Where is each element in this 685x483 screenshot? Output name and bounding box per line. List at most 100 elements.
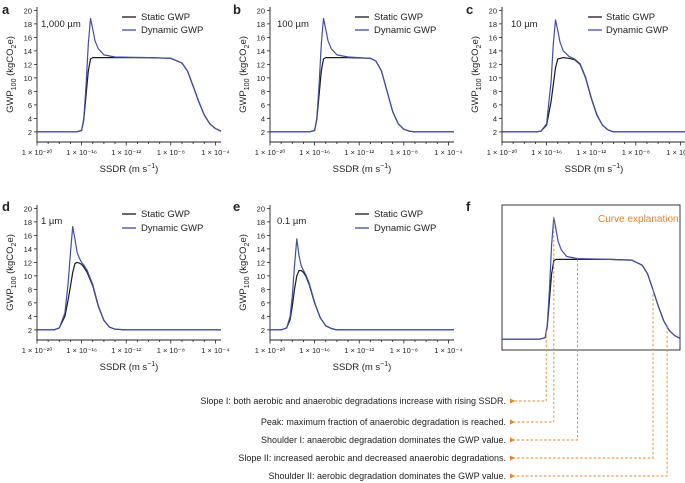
leader-arrow-5 (510, 473, 515, 479)
panel-a-dynamic-gwp-line (37, 17, 222, 133)
legend-e: Static GWP Dynamic GWP (355, 209, 436, 234)
panel-e-xtick-label: 1 × 10⁻⁴ (434, 346, 462, 355)
panel-e-ytick-label: 8 (261, 285, 265, 294)
explanation-slope-1: Slope I: both aerobic and anaerobic degr… (200, 396, 506, 406)
panel-d-xtick-label: 1 × 10⁻²⁰ (22, 346, 53, 355)
legend-a-dynamic: Dynamic GWP (141, 25, 203, 36)
panel-c-ytick-label: 16 (489, 33, 497, 42)
panel-c-ytick-label: 10 (489, 74, 497, 83)
panel-b-ytick-label: 18 (257, 20, 265, 29)
panel-d-xtick-label: 1 × 10⁻¹² (111, 346, 142, 355)
panel-a-xtick-label: 1 × 10⁻¹² (111, 148, 142, 157)
panel-b-ytick-label: 10 (257, 74, 265, 83)
panel-b-xtick-label: 1 × 10⁻¹⁶ (299, 148, 330, 157)
leader-arrow-1 (510, 398, 515, 404)
panel-b-ylabel: GWP100 (kgCO2e) (238, 36, 251, 113)
legend-e-static: Static GWP (374, 209, 423, 220)
panel-c-size-label: 10 µm (511, 19, 538, 30)
panel-c-ytick-label: 14 (489, 47, 497, 56)
panel-c-dynamic-gwp-line (502, 19, 685, 133)
leader-line-2 (511, 217, 555, 423)
panel-b-ytick-label: 20 (257, 6, 265, 15)
panel-e-ytick-label: 14 (257, 245, 265, 254)
panel-b-ytick-label: 2 (261, 128, 265, 137)
panel-a-static-gwp-line (37, 57, 222, 133)
panel-d-ytick-label: 8 (28, 285, 32, 294)
panel-e-xlabel: SSDR (m s−1) (333, 361, 392, 373)
panel-b-ytick-label: 14 (257, 47, 265, 56)
panel-d-xlabel: SSDR (m s−1) (100, 361, 159, 373)
panel-label-d: d (2, 199, 10, 214)
panel-a-ytick-label: 20 (24, 6, 32, 15)
panel-c-xtick-label: 1 × 10⁻¹² (576, 148, 607, 157)
panel-c-ytick-label: 2 (493, 128, 497, 137)
panel-a-xlabel: SSDR (m s−1) (100, 163, 159, 175)
panel-e-xtick-label: 1 × 10⁻²⁰ (255, 346, 286, 355)
panel-e-dynamic-gwp-line (270, 238, 454, 331)
legend-c-static: Static GWP (606, 12, 655, 23)
panel-c-ytick-label: 18 (489, 20, 497, 29)
explanation-peak: Peak: maximum fraction of anaerobic degr… (261, 417, 506, 427)
panel-c-xtick-label: 1 × 10⁻¹⁶ (531, 148, 562, 157)
panel-e-ytick-label: 2 (261, 326, 265, 335)
panel-d-dynamic-gwp-line (37, 226, 221, 331)
panel-d-ytick-label: 12 (24, 258, 32, 267)
panel-a-ytick-label: 4 (28, 114, 32, 123)
panel-d-ytick-label: 10 (24, 272, 32, 281)
panel-a-xtick-label: 1 × 10⁻⁴ (201, 148, 229, 157)
panel-d-ylabel: GWP100 (kgCO2e) (5, 234, 18, 311)
panel-e-xtick-label: 1 × 10⁻¹² (344, 346, 375, 355)
panel-b-size-label: 100 µm (277, 19, 309, 30)
leader-line-5 (511, 326, 668, 477)
leader-line-3 (511, 259, 578, 441)
panel-b-xlabel: SSDR (m s−1) (333, 163, 392, 175)
leader-arrow-3 (510, 437, 515, 443)
panel-e-ytick-label: 12 (257, 258, 265, 267)
panel-b-ytick-label: 16 (257, 33, 265, 42)
panel-a-xtick-label: 1 × 10⁻⁸ (157, 148, 185, 157)
leader-arrow-4 (510, 455, 515, 461)
legend-b-static: Static GWP (374, 12, 423, 23)
legend-c: Static GWP Dynamic GWP (588, 12, 668, 36)
panel-b-ytick-label: 6 (261, 101, 265, 110)
panel-label-b: b (233, 2, 241, 17)
panel-b-static-gwp-line (270, 57, 454, 133)
panel-c-ytick-label: 20 (489, 6, 497, 15)
legend-d-dynamic: Dynamic GWP (141, 223, 203, 234)
legend-c-dynamic: Dynamic GWP (606, 25, 668, 36)
panel-c-xlabel: SSDR (m s−1) (565, 163, 624, 175)
panel-a-size-label: 1,000 µm (41, 19, 81, 30)
explanation-shoulder-2: Shoulder II: aerobic degradation dominat… (269, 471, 506, 481)
plot-panel-a: 1 × 10⁻²⁰ 1 × 10⁻¹⁶ 1 × 10⁻¹² 1 × 10⁻⁸ 1 × 1… (5, 6, 230, 175)
panel-c-ytick-label: 6 (493, 101, 497, 110)
panel-e-ytick-label: 20 (257, 204, 265, 213)
panel-label-a: a (2, 2, 10, 17)
panel-e-static-gwp-line (270, 269, 454, 331)
panel-a-ytick-label: 16 (24, 33, 32, 42)
plot-panel-d: 1 × 10⁻²⁰ 1 × 10⁻¹⁶ 1 × 10⁻¹² 1 × 10⁻⁸ 1 × 1… (5, 204, 230, 373)
plot-panel-e: 1 × 10⁻²⁰ 1 × 10⁻¹⁶ 1 × 10⁻¹² 1 × 10⁻⁸ 1 × 1… (238, 204, 463, 373)
panel-a-xtick-label: 1 × 10⁻²⁰ (22, 148, 53, 157)
panel-d-size-label: 1 µm (41, 216, 62, 227)
panel-b-xtick-label: 1 × 10⁻¹² (344, 148, 375, 157)
panel-e-ytick-label: 4 (261, 312, 265, 321)
leader-line-1 (511, 331, 547, 402)
panel-e-ylabel: GWP100 (kgCO2e) (238, 234, 251, 311)
legend-b-dynamic: Dynamic GWP (374, 25, 436, 36)
panel-c-xtick-label: 1 × 10⁻²⁰ (487, 148, 518, 157)
panel-b-dynamic-gwp-line (270, 17, 454, 133)
panel-e-ytick-label: 18 (257, 218, 265, 227)
panel-d-xtick-label: 1 × 10⁻⁸ (157, 346, 185, 355)
panel-b-xtick-label: 1 × 10⁻²⁰ (255, 148, 286, 157)
panel-d-ytick-label: 2 (28, 326, 32, 335)
panel-label-e: e (233, 199, 240, 214)
panel-a-ytick-label: 14 (24, 47, 32, 56)
panel-b-xtick-label: 1 × 10⁻⁴ (434, 148, 462, 157)
panel-c-static-gwp-line (502, 57, 685, 133)
panel-b-ytick-label: 4 (261, 114, 265, 123)
panel-c-ylabel: GWP100 (kgCO2e) (470, 36, 483, 113)
panel-d-ytick-label: 18 (24, 218, 32, 227)
panel-label-f: f (466, 199, 471, 214)
explanation-shoulder-1: Shoulder I: anaerobic degradation domina… (261, 435, 506, 445)
curve-explanation-title: Curve explanation (598, 214, 679, 225)
